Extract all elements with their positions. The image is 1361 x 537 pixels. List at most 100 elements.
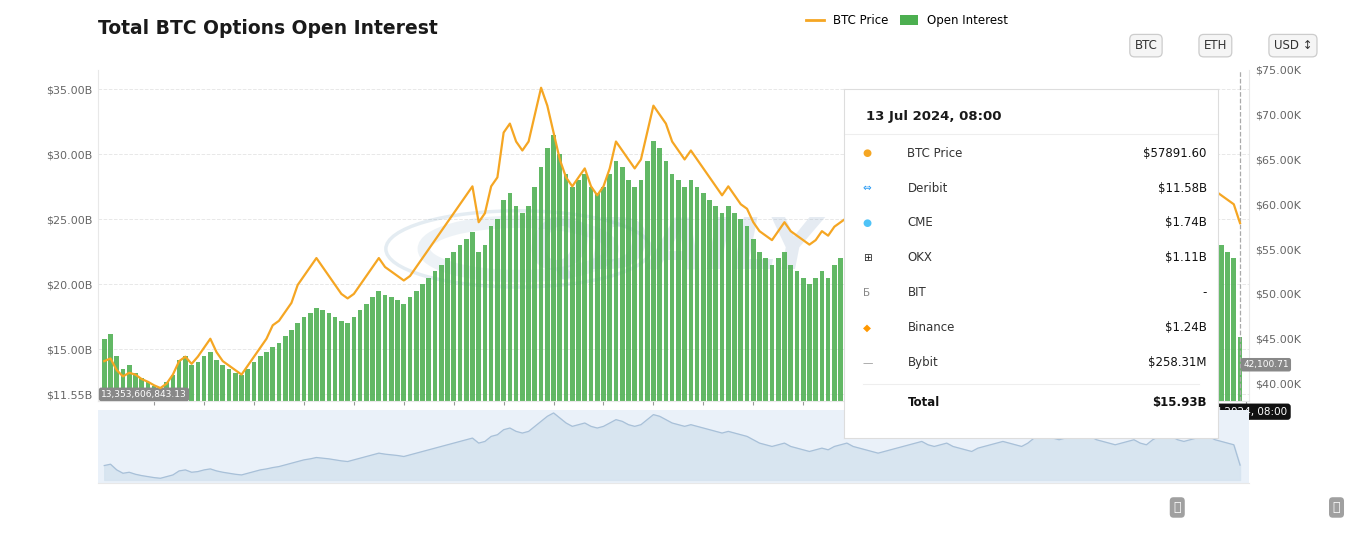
Bar [894, 271, 900, 537]
Bar [1169, 226, 1173, 537]
Text: $1.74B: $1.74B [1165, 216, 1207, 229]
Bar [981, 265, 987, 537]
Bar [527, 206, 531, 537]
Bar [713, 206, 719, 537]
Bar [651, 141, 656, 537]
Text: 13,353,606,843.13: 13,353,606,843.13 [101, 390, 186, 399]
Bar [670, 174, 675, 537]
Bar [1157, 226, 1161, 537]
Bar [1232, 258, 1236, 537]
Bar [551, 135, 555, 537]
Bar [351, 317, 357, 537]
Text: BTC Price: BTC Price [908, 147, 962, 159]
Text: $1.24B: $1.24B [1165, 321, 1207, 334]
Text: ⏸: ⏸ [1173, 501, 1181, 514]
Bar [1162, 213, 1168, 537]
Bar [146, 382, 150, 537]
Bar [751, 239, 755, 537]
Bar [346, 323, 350, 537]
Text: Total BTC Options Open Interest: Total BTC Options Open Interest [98, 19, 438, 38]
Bar [1087, 226, 1093, 537]
Bar [1007, 252, 1011, 537]
Bar [950, 265, 955, 537]
Bar [682, 187, 687, 537]
Bar [308, 313, 313, 537]
Bar [445, 258, 449, 537]
Bar [1213, 239, 1217, 537]
Bar [1219, 245, 1224, 537]
Bar [757, 252, 762, 537]
Bar [165, 382, 169, 537]
Bar [245, 369, 250, 537]
Bar [875, 291, 881, 537]
Bar [257, 356, 263, 537]
Bar [457, 245, 463, 537]
Text: ●: ● [863, 148, 871, 158]
Bar [570, 187, 574, 537]
Bar [1206, 226, 1211, 537]
Bar [788, 265, 793, 537]
Bar [819, 271, 825, 537]
Bar [508, 193, 512, 537]
Bar [925, 258, 931, 537]
Bar [252, 362, 256, 537]
Bar [483, 245, 487, 537]
Bar [227, 369, 231, 537]
Bar [988, 258, 992, 537]
Bar [108, 334, 113, 537]
Bar [289, 330, 294, 537]
Bar [452, 252, 456, 537]
Bar [676, 180, 680, 537]
Bar [377, 291, 381, 537]
Bar [283, 337, 287, 537]
Bar [664, 161, 668, 537]
Text: USD ↕: USD ↕ [1274, 39, 1312, 52]
Bar [1225, 252, 1230, 537]
Bar [1075, 220, 1081, 537]
Bar [1119, 252, 1124, 537]
Bar [133, 373, 137, 537]
Bar [240, 375, 244, 537]
Bar [863, 278, 868, 537]
Text: $11.58B: $11.58B [1158, 182, 1207, 194]
Bar [901, 265, 905, 537]
Bar [102, 339, 106, 537]
Bar [532, 187, 538, 537]
Bar [358, 310, 362, 537]
Bar [638, 180, 644, 537]
Bar [882, 285, 886, 537]
Bar [739, 220, 743, 537]
Bar [913, 252, 917, 537]
Bar [201, 356, 207, 537]
Bar [339, 321, 344, 537]
Bar [1237, 337, 1243, 537]
Text: Total: Total [908, 396, 939, 409]
Bar [870, 285, 874, 537]
Bar [1188, 239, 1192, 537]
Bar [426, 278, 431, 537]
Bar [607, 174, 612, 537]
Bar [1032, 233, 1037, 537]
Bar [783, 252, 787, 537]
Bar [957, 271, 961, 537]
Bar [1150, 239, 1155, 537]
Bar [214, 360, 219, 537]
Bar [1176, 239, 1180, 537]
Bar [121, 369, 125, 537]
Text: CME: CME [908, 216, 934, 229]
Bar [694, 187, 700, 537]
Bar [370, 297, 374, 537]
Text: ●: ● [863, 218, 871, 228]
Bar [720, 213, 724, 537]
Bar [920, 245, 924, 537]
Text: ETH: ETH [1203, 39, 1228, 52]
Bar [995, 252, 999, 537]
Bar [514, 206, 519, 537]
Text: $1.11B: $1.11B [1165, 251, 1207, 264]
Bar [464, 239, 468, 537]
Text: BIT: BIT [908, 286, 927, 299]
Bar [770, 265, 774, 537]
Bar [170, 375, 176, 537]
Bar [127, 365, 132, 537]
Bar [725, 206, 731, 537]
